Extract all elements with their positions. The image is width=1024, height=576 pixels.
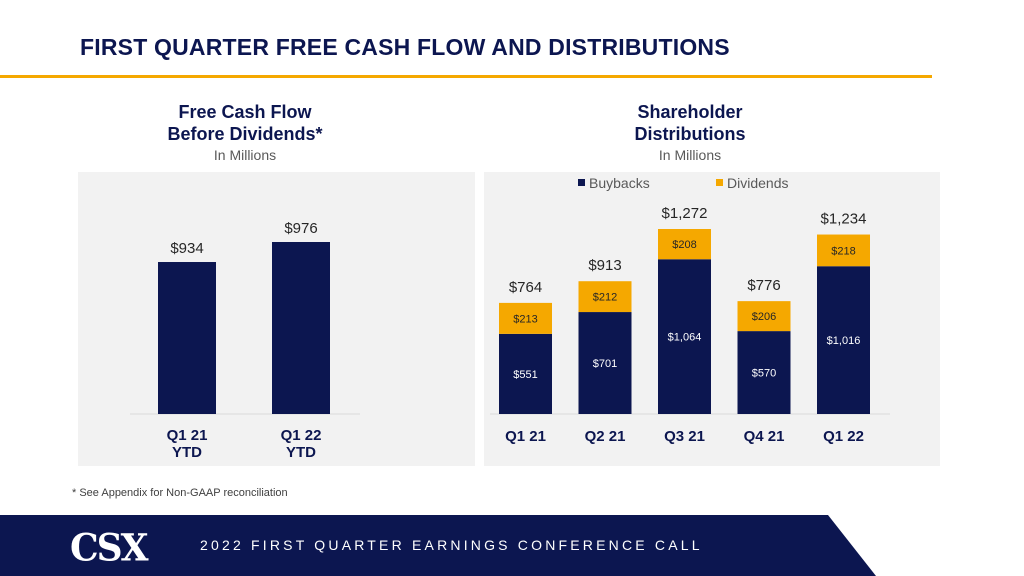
dist-title: Shareholder Distributions: [565, 101, 815, 145]
dist-x-tick: Q2 21: [585, 428, 626, 445]
dist-x-tick: Q1 21: [505, 428, 546, 445]
buybacks-label: $701: [593, 358, 617, 370]
dividends-label: $208: [672, 239, 696, 251]
dividends-label: $206: [752, 311, 776, 323]
fcf-x-tick: Q1 22: [281, 427, 322, 444]
fcf-subtitle: In Millions: [213, 147, 277, 163]
fcf-title: Free Cash Flow Before Dividends*: [120, 101, 370, 145]
buybacks-bar: [658, 259, 711, 414]
total-label: $913: [588, 257, 621, 274]
buybacks-bar: [817, 266, 870, 414]
fcf-title-line1: Free Cash Flow: [178, 102, 312, 122]
legend-dividends: Dividends: [727, 175, 788, 191]
fcf-x-tick: YTD: [286, 444, 316, 461]
buybacks-label: $1,064: [668, 332, 702, 344]
dist-x-tick: Q3 21: [664, 428, 705, 445]
footer-banner: [0, 515, 876, 576]
buybacks-bar: [499, 333, 552, 414]
dist-x-tick: Q4 21: [744, 428, 785, 445]
footnote: * See Appendix for Non-GAAP reconciliati…: [72, 487, 288, 499]
dist-title-line1: Shareholder: [637, 102, 743, 122]
fcf-bar: [158, 262, 216, 414]
total-label: $764: [509, 279, 542, 296]
dividends-label: $218: [831, 245, 855, 257]
fcf-x-tick: Q1 21: [167, 427, 208, 444]
dividends-bar: [817, 234, 870, 267]
dividends-bar: [499, 302, 552, 334]
fcf-title-line2: Before Dividends*: [167, 124, 323, 144]
total-label: $1,234: [821, 211, 867, 228]
fcf-bar: [272, 242, 330, 414]
footer-text: 2022 FIRST QUARTER EARNINGS CONFERENCE C…: [200, 537, 703, 553]
buybacks-bar: [578, 312, 632, 414]
dist-title-line2: Distributions: [634, 124, 746, 144]
dividends-bar: [658, 229, 711, 260]
dividends-bar: [737, 301, 791, 332]
fcf-value-label: $934: [170, 240, 203, 257]
legend-dividends-swatch: [716, 179, 723, 186]
slide-title: FIRST QUARTER FREE CASH FLOW AND DISTRIB…: [80, 34, 730, 60]
buybacks-label: $551: [513, 369, 537, 381]
legend-buybacks: Buybacks: [589, 175, 650, 191]
total-label: $1,272: [662, 205, 708, 222]
legend-buybacks-swatch: [578, 179, 585, 186]
dist-x-tick: Q1 22: [823, 428, 864, 445]
buybacks-bar: [737, 331, 791, 414]
dist-subtitle: In Millions: [658, 147, 722, 163]
csx-logo: CSX: [70, 525, 149, 571]
dividends-label: $213: [513, 313, 537, 325]
buybacks-label: $570: [752, 368, 776, 380]
buybacks-label: $1,016: [827, 335, 861, 347]
fcf-value-label: $976: [284, 220, 317, 237]
title-rule: [0, 75, 932, 78]
dividends-label: $212: [593, 292, 617, 304]
fcf-x-tick: YTD: [172, 444, 202, 461]
dividends-bar: [578, 281, 632, 313]
total-label: $776: [747, 277, 780, 294]
